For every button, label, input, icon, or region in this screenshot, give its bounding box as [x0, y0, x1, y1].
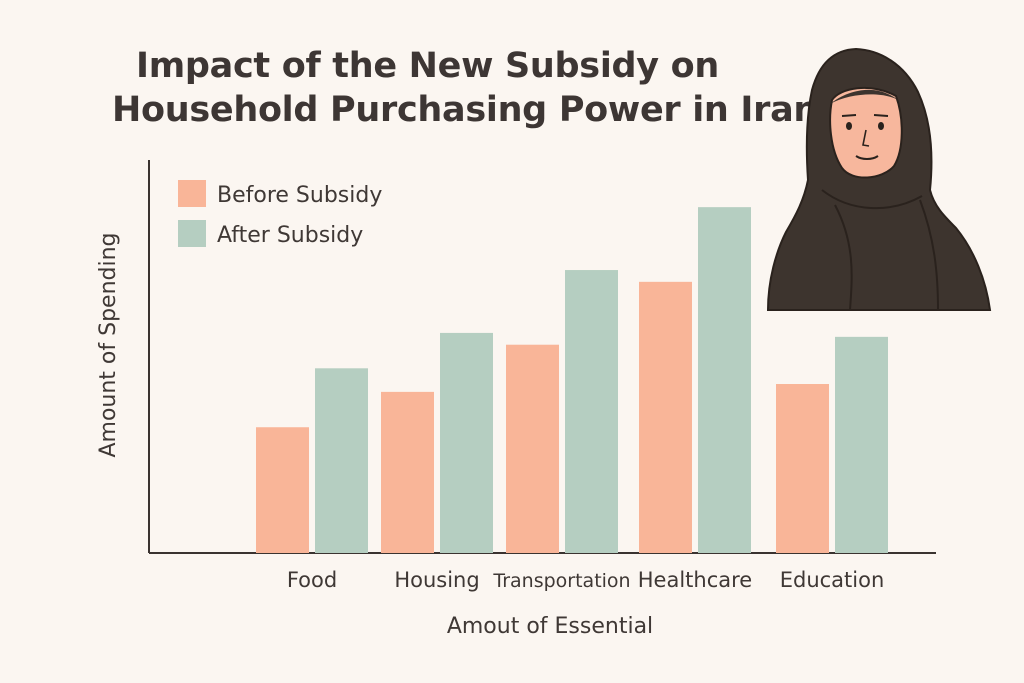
- nose: [862, 129, 870, 147]
- x-tick-label-transportation: Transportation: [492, 570, 630, 592]
- hair-fringe: [830, 89, 898, 104]
- hijab-shape: [766, 47, 992, 311]
- chart-title-line-2: Household Purchasing Power in Iran: [112, 90, 819, 130]
- legend-swatch-before: [178, 180, 206, 207]
- bar-group: [256, 207, 888, 553]
- y-axis-label: Amount of Spending: [96, 232, 121, 457]
- left-eye-icon: [846, 122, 852, 130]
- x-tick-label-housing: Housing: [394, 568, 479, 592]
- legend-label-after: After Subsidy: [217, 223, 363, 248]
- hijab-fold-2: [834, 204, 853, 311]
- x-tick-labels: Food Housing Transportation Healthcare Educa…: [287, 568, 884, 592]
- hijab-fold-1: [821, 189, 923, 210]
- bar-healthcare-before: [639, 281, 692, 553]
- woman-in-hijab-icon: [766, 47, 992, 311]
- bar-education-before: [776, 384, 829, 553]
- bar-education-after: [835, 336, 888, 553]
- bar-housing-before: [381, 391, 434, 553]
- right-eyebrow: [873, 114, 889, 117]
- left-eyebrow: [841, 114, 857, 117]
- x-tick-label-education: Education: [780, 568, 885, 592]
- legend: Before Subsidy After Subsidy: [178, 180, 382, 248]
- mouth: [855, 155, 879, 160]
- bar-food-before: [256, 427, 309, 553]
- bar-healthcare-after: [698, 207, 751, 553]
- legend-label-before: Before Subsidy: [217, 183, 382, 208]
- x-axis-label: Amout of Essential: [447, 614, 653, 639]
- x-tick-label-healthcare: Healthcare: [638, 568, 752, 592]
- bar-housing-after: [440, 332, 493, 553]
- right-eye-icon: [878, 122, 884, 130]
- chart-title-line-1: Impact of the New Subsidy on: [136, 46, 720, 86]
- bar-transportation-before: [506, 344, 559, 553]
- bar-transportation-after: [565, 270, 618, 553]
- hijab-fold-3: [919, 199, 939, 311]
- legend-swatch-after: [178, 220, 206, 247]
- bar-food-after: [315, 368, 368, 553]
- x-tick-label-food: Food: [287, 568, 337, 592]
